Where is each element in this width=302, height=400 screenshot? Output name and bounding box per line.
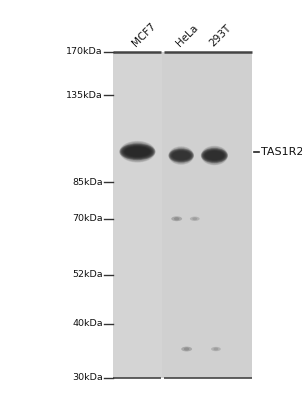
Ellipse shape xyxy=(170,149,193,162)
Ellipse shape xyxy=(174,217,179,220)
Text: 170kDa: 170kDa xyxy=(66,48,103,56)
Ellipse shape xyxy=(120,142,155,162)
Bar xyxy=(113,52,162,378)
Ellipse shape xyxy=(121,144,154,159)
Ellipse shape xyxy=(201,148,228,163)
Ellipse shape xyxy=(125,147,150,157)
Ellipse shape xyxy=(171,150,192,161)
Ellipse shape xyxy=(192,217,197,220)
Ellipse shape xyxy=(201,148,228,163)
Text: 135kDa: 135kDa xyxy=(66,91,103,100)
Ellipse shape xyxy=(201,146,228,166)
Ellipse shape xyxy=(124,146,151,158)
Ellipse shape xyxy=(120,144,154,159)
Ellipse shape xyxy=(203,149,226,162)
Ellipse shape xyxy=(124,146,151,157)
Ellipse shape xyxy=(120,141,155,162)
Ellipse shape xyxy=(168,148,194,163)
Ellipse shape xyxy=(171,150,191,160)
Ellipse shape xyxy=(201,146,227,165)
Ellipse shape xyxy=(122,145,153,159)
Ellipse shape xyxy=(214,348,218,350)
Ellipse shape xyxy=(169,146,194,164)
Ellipse shape xyxy=(203,150,226,162)
Ellipse shape xyxy=(168,146,194,165)
Ellipse shape xyxy=(123,146,152,158)
Text: 30kDa: 30kDa xyxy=(72,374,103,382)
Ellipse shape xyxy=(122,145,153,158)
Text: 52kDa: 52kDa xyxy=(72,270,103,279)
Ellipse shape xyxy=(171,150,191,161)
Text: HeLa: HeLa xyxy=(174,23,200,49)
Ellipse shape xyxy=(169,147,194,164)
Text: 40kDa: 40kDa xyxy=(72,320,103,328)
Ellipse shape xyxy=(169,149,194,162)
Ellipse shape xyxy=(169,149,193,162)
Ellipse shape xyxy=(181,347,192,352)
Ellipse shape xyxy=(120,142,154,162)
Ellipse shape xyxy=(119,141,156,163)
Ellipse shape xyxy=(211,347,221,351)
Ellipse shape xyxy=(202,148,227,162)
Bar xyxy=(162,52,252,378)
Text: MCF7: MCF7 xyxy=(130,21,158,49)
Ellipse shape xyxy=(202,149,226,162)
Ellipse shape xyxy=(205,151,224,160)
Text: 85kDa: 85kDa xyxy=(72,178,103,187)
Ellipse shape xyxy=(172,151,190,160)
Ellipse shape xyxy=(204,150,225,161)
Ellipse shape xyxy=(201,146,228,165)
Text: 70kDa: 70kDa xyxy=(72,214,103,223)
Ellipse shape xyxy=(119,143,156,160)
Ellipse shape xyxy=(171,216,182,221)
Ellipse shape xyxy=(190,216,200,221)
Ellipse shape xyxy=(204,151,224,160)
Ellipse shape xyxy=(204,150,225,161)
Ellipse shape xyxy=(184,348,189,351)
Ellipse shape xyxy=(170,150,192,162)
Ellipse shape xyxy=(172,151,191,160)
Text: TAS1R2: TAS1R2 xyxy=(261,147,302,157)
Text: 293T: 293T xyxy=(207,23,233,49)
Ellipse shape xyxy=(120,144,155,160)
